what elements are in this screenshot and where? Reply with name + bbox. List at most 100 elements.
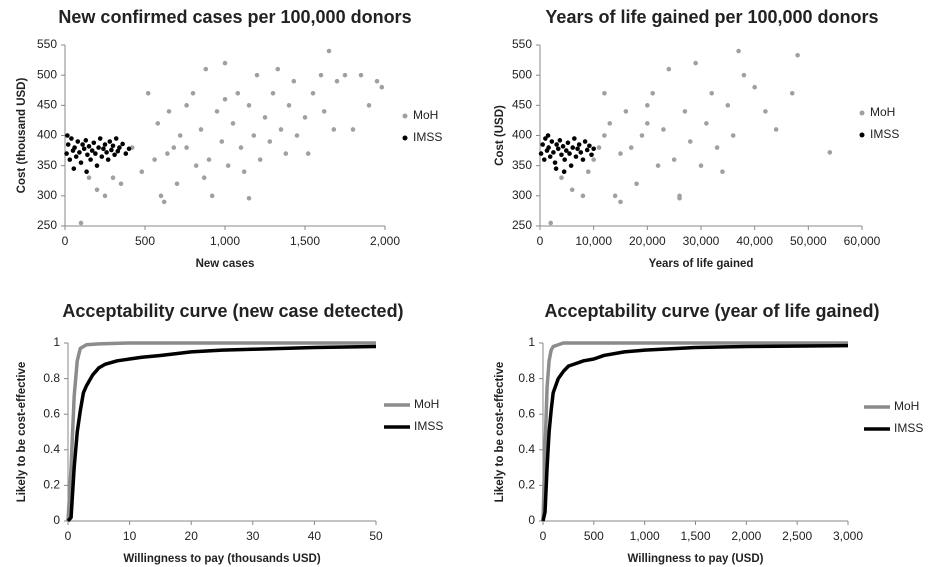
scatter-point (741, 72, 747, 78)
scatter-point (578, 150, 584, 155)
legend-marker (402, 135, 408, 141)
scatter-point (543, 136, 548, 141)
legend-label: IMSS (894, 421, 923, 435)
scatter-point (257, 157, 263, 162)
scatter-point (374, 78, 380, 84)
scatter-point (158, 193, 164, 199)
scatter-point (326, 48, 332, 54)
scatter-point (704, 121, 709, 126)
scatter-point (198, 127, 204, 132)
scatter-point (101, 146, 106, 152)
y-tick-label: 0.4 (518, 442, 535, 456)
scatter-point (573, 154, 579, 159)
scatter-point (584, 147, 590, 153)
y-tick-label: 1 (53, 335, 60, 349)
scatter-point (262, 115, 268, 120)
y-axis-label: Cost (USD) (494, 105, 506, 166)
scatter-point (171, 145, 177, 150)
scatter-point (580, 157, 586, 162)
scatter-point (302, 115, 308, 120)
scatter-point (86, 175, 92, 181)
y-tick-label: 550 (37, 37, 57, 51)
chart-title: Years of life gained per 100,000 donors (545, 7, 878, 27)
scatter-point (682, 109, 688, 114)
scatter-point (572, 136, 577, 141)
x-tick-label: 10 (123, 529, 137, 543)
x-tick-label: 50 (369, 529, 383, 543)
y-tick-label: 400 (37, 128, 57, 142)
scatter-point (560, 144, 566, 149)
scatter-point (75, 139, 81, 144)
scatter-point (65, 133, 70, 138)
legend-label: IMSS (414, 419, 443, 433)
scatter-point (725, 103, 731, 108)
scatter-point (546, 145, 551, 150)
x-axis-label: Willingness to pay (USD) (628, 553, 764, 565)
y-tick-label: 0.6 (518, 406, 535, 420)
scatter-point (580, 193, 586, 199)
scatter-point (254, 72, 260, 78)
scatter-point (102, 142, 108, 147)
scatter-point (77, 150, 82, 155)
scatter-point (72, 145, 77, 150)
x-tick-label: 0 (65, 529, 72, 543)
x-tick-label: 1,000 (630, 529, 660, 543)
scatter-point (120, 141, 125, 147)
scatter-point (193, 163, 199, 168)
scatter-point (203, 66, 209, 72)
scatter-point (677, 195, 682, 201)
scatter-point (123, 151, 129, 156)
x-tick-label: 1,500 (680, 529, 710, 543)
scatter-point (736, 48, 741, 54)
scatter-point (73, 154, 79, 159)
scatter-point (105, 157, 111, 162)
y-tick-label: 0.6 (43, 406, 60, 420)
scatter-point (563, 148, 569, 153)
y-tick-label: 250 (512, 218, 532, 232)
scatter-point (80, 142, 85, 147)
scatter-point (161, 199, 167, 205)
curve-line (66, 341, 376, 522)
legend-label: MoH (894, 399, 919, 413)
scatter-point (730, 133, 736, 138)
scatter-point (639, 133, 645, 138)
scatter-point (698, 163, 704, 168)
y-tick-label: 0.8 (43, 371, 60, 385)
legend-marker (402, 113, 408, 119)
scatter-point (152, 157, 157, 162)
scatter-point (366, 103, 372, 108)
scatter-point (109, 147, 114, 153)
x-axis-label: Willingness to pay (thousands USD) (123, 553, 320, 565)
x-axis-label: New cases (196, 258, 255, 270)
scatter-point (69, 136, 74, 141)
scatter-point (64, 151, 69, 156)
scatter-point (184, 103, 189, 108)
y-tick-label: 0.8 (518, 371, 535, 385)
scatter-point (569, 187, 575, 193)
y-tick-label: 350 (37, 158, 57, 172)
scatter-point (568, 163, 574, 168)
scatter-point (85, 152, 90, 158)
scatter-point (553, 166, 559, 171)
x-tick-label: 40,000 (736, 234, 773, 248)
scatter-point (562, 157, 567, 162)
scatter-point (714, 145, 720, 150)
scatter-point (582, 139, 588, 144)
scatter-point (222, 97, 228, 102)
scatter-point (561, 169, 567, 174)
scatter-point (645, 103, 650, 108)
scatter-point (634, 181, 639, 187)
legend-label: IMSS (413, 130, 442, 144)
scatter-point (118, 181, 124, 187)
scatter-point (379, 84, 385, 90)
scatter-point (78, 160, 84, 165)
scatter-point (139, 169, 145, 174)
scatter-point (661, 127, 666, 132)
scatter-point (773, 127, 779, 132)
scatter-point (554, 142, 559, 147)
scatter-point (628, 145, 634, 150)
scatter-point (110, 175, 116, 181)
scatter-point (331, 127, 337, 132)
scatter-point (342, 72, 348, 78)
